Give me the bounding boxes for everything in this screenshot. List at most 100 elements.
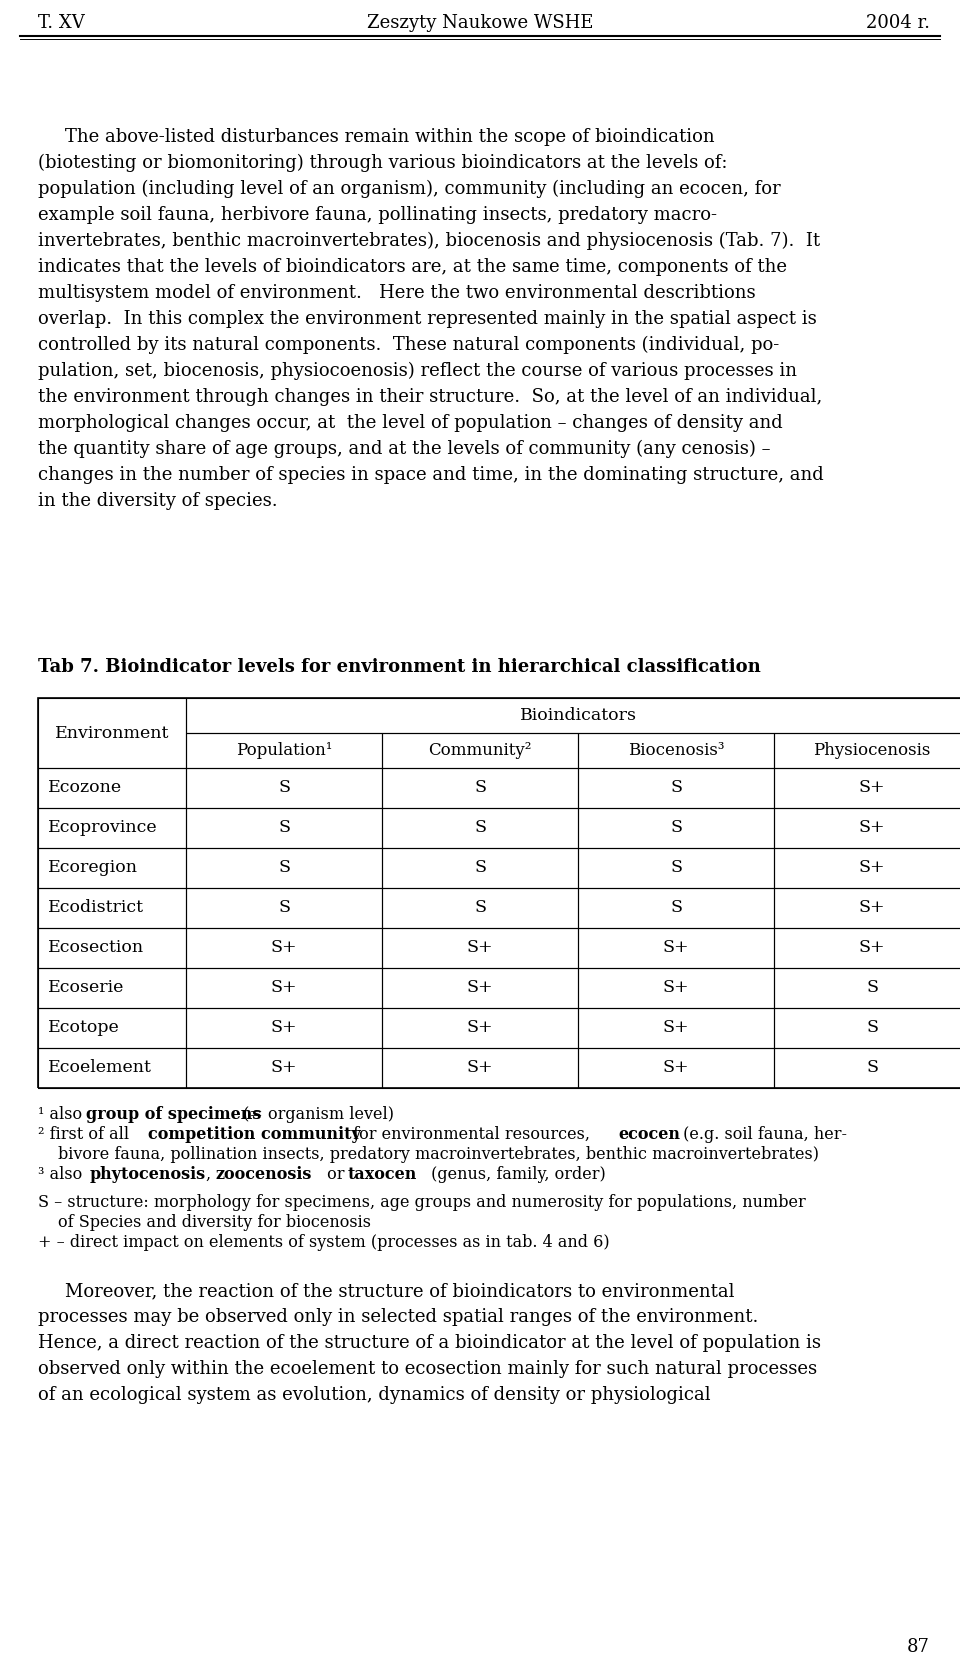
Text: Community²: Community² [428, 742, 532, 759]
Bar [578, 888, 774, 928]
Text: the environment through changes in their structure.  So, at the level of an indi: the environment through changes in their… [38, 388, 823, 406]
Text: S+: S+ [858, 820, 885, 837]
Text: (genus, family, order): (genus, family, order) [426, 1167, 606, 1183]
Text: + – direct impact on elements of system (processes as in tab. 4 and 6): + – direct impact on elements of system … [38, 1234, 610, 1251]
Text: Ecoelement: Ecoelement [48, 1059, 152, 1077]
Bar [578, 809, 774, 848]
Text: S+: S+ [662, 979, 689, 996]
Text: S+: S+ [467, 940, 493, 956]
Text: the quantity share of age groups, and at the levels of community (any cenosis) –: the quantity share of age groups, and at… [38, 441, 771, 459]
Text: of an ecological system as evolution, dynamics of density or physiological: of an ecological system as evolution, dy… [38, 1385, 710, 1403]
Text: overlap.  In this complex the environment represented mainly in the spatial aspe: overlap. In this complex the environment… [38, 310, 817, 328]
Text: Population¹: Population¹ [236, 742, 332, 759]
Bar [774, 848, 960, 888]
Text: multisystem model of environment.   Here the two environmental describtions: multisystem model of environment. Here t… [38, 283, 756, 302]
Bar [186, 1007, 382, 1047]
Text: ³ also: ³ also [38, 1167, 87, 1183]
Text: 2004 r.: 2004 r. [866, 13, 930, 31]
Bar [382, 928, 578, 968]
Text: S: S [670, 900, 682, 916]
Bar [774, 732, 960, 767]
Bar [186, 1047, 382, 1089]
Text: Hence, a direct reaction of the structure of a bioindicator at the level of popu: Hence, a direct reaction of the structur… [38, 1334, 821, 1352]
Bar [774, 1047, 960, 1089]
Bar [774, 767, 960, 809]
Text: of Species and diversity for biocenosis: of Species and diversity for biocenosis [58, 1215, 371, 1231]
Bar [578, 732, 774, 767]
Bar [774, 1007, 960, 1047]
Text: Physiocenosis: Physiocenosis [813, 742, 930, 759]
Text: Ecodistrict: Ecodistrict [48, 900, 144, 916]
Bar [38, 888, 186, 928]
Text: S+: S+ [858, 860, 885, 877]
Bar [774, 968, 960, 1007]
Bar [38, 809, 186, 848]
Text: T. XV: T. XV [38, 13, 84, 31]
Bar [578, 968, 774, 1007]
Text: Ecoserie: Ecoserie [48, 979, 125, 996]
Text: Zeszyty Naukowe WSHE: Zeszyty Naukowe WSHE [367, 13, 593, 31]
Bar [186, 848, 382, 888]
Text: S+: S+ [467, 1059, 493, 1077]
Bar [382, 767, 578, 809]
Text: zoocenosis: zoocenosis [216, 1167, 312, 1183]
Text: example soil fauna, herbivore fauna, pollinating insects, predatory macro-: example soil fauna, herbivore fauna, pol… [38, 205, 717, 224]
Text: S: S [866, 979, 878, 996]
Text: S: S [670, 820, 682, 837]
Text: S: S [278, 860, 290, 877]
Bar [38, 928, 186, 968]
Bar [186, 968, 382, 1007]
Bar [186, 732, 382, 767]
Text: ,: , [206, 1167, 216, 1183]
Bar [38, 698, 186, 767]
Bar [38, 698, 960, 1089]
Text: S: S [474, 779, 486, 797]
Bar [38, 1047, 186, 1089]
Text: The above-listed disturbances remain within the scope of bioindication: The above-listed disturbances remain wit… [65, 128, 714, 146]
Bar [38, 1007, 186, 1047]
Text: 87: 87 [907, 1639, 930, 1655]
Bar [578, 767, 774, 809]
Text: in the diversity of species.: in the diversity of species. [38, 492, 277, 510]
Text: population (including level of an organism), community (including an ecocen, for: population (including level of an organi… [38, 181, 780, 199]
Text: S: S [278, 779, 290, 797]
Text: indicates that the levels of bioindicators are, at the same time, components of : indicates that the levels of bioindicato… [38, 258, 787, 277]
Text: S: S [474, 860, 486, 877]
Text: S: S [670, 860, 682, 877]
Bar [186, 809, 382, 848]
Text: S+: S+ [858, 940, 885, 956]
Text: Ecoprovince: Ecoprovince [48, 820, 157, 837]
Bar [38, 767, 186, 809]
Text: S: S [866, 1059, 878, 1077]
Text: S: S [278, 820, 290, 837]
Text: Biocenosis³: Biocenosis³ [628, 742, 724, 759]
Bar [774, 809, 960, 848]
Text: (e.g. soil fauna, her-: (e.g. soil fauna, her- [678, 1127, 847, 1143]
Text: ² first of all: ² first of all [38, 1127, 134, 1143]
Text: phytocenosis: phytocenosis [90, 1167, 206, 1183]
Text: bivore fauna, pollination insects, predatory macroinvertebrates, benthic macroin: bivore fauna, pollination insects, preda… [58, 1147, 819, 1163]
Text: Ecosection: Ecosection [48, 940, 144, 956]
Text: for environmental resources,: for environmental resources, [348, 1127, 595, 1143]
Text: S+: S+ [858, 779, 885, 797]
Text: S+: S+ [271, 1059, 298, 1077]
Bar [186, 767, 382, 809]
Text: Tab 7. Bioindicator levels for environment in hierarchical classification: Tab 7. Bioindicator levels for environme… [38, 658, 760, 676]
Text: S: S [278, 900, 290, 916]
Bar [382, 1007, 578, 1047]
Text: S+: S+ [271, 979, 298, 996]
Bar [578, 1047, 774, 1089]
Text: controlled by its natural components.  These natural components (individual, po-: controlled by its natural components. Th… [38, 336, 780, 355]
Text: morphological changes occur, at  the level of population – changes of density an: morphological changes occur, at the leve… [38, 414, 782, 432]
Bar [578, 1007, 774, 1047]
Bar [578, 928, 774, 968]
Text: S+: S+ [662, 1019, 689, 1037]
Text: S+: S+ [467, 1019, 493, 1037]
Text: S: S [670, 779, 682, 797]
Text: S: S [866, 1019, 878, 1037]
Bar [38, 848, 186, 888]
Bar [774, 888, 960, 928]
Bar [382, 968, 578, 1007]
Text: Ecoregion: Ecoregion [48, 860, 138, 877]
Text: pulation, set, biocenosis, physiocoenosis) reflect the course of various process: pulation, set, biocenosis, physiocoenosi… [38, 361, 797, 379]
